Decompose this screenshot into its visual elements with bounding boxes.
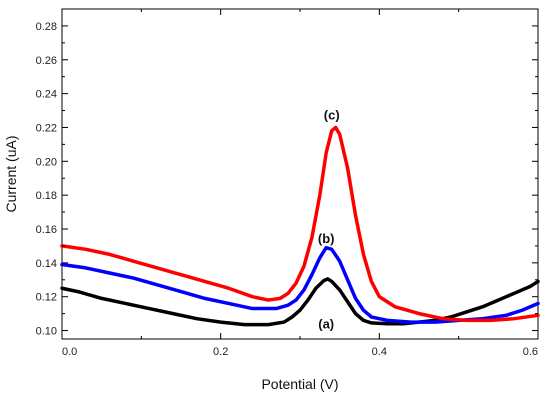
y-tick-label: 0.12 bbox=[36, 292, 57, 304]
x-tick-label: 0.6 bbox=[523, 346, 538, 358]
ticks-layer: 0.10 0.12 0.14 0.16 0.18 0.20 0.22 0.24 0.26 0.28… bbox=[36, 9, 539, 358]
y-tick-label: 0.28 bbox=[36, 21, 57, 33]
series-label: (a) bbox=[318, 317, 334, 332]
y-tick-label: 0.18 bbox=[36, 190, 57, 202]
x-tick-label: 0.4 bbox=[372, 346, 387, 358]
x-tick-label: 0.2 bbox=[213, 346, 228, 358]
y-tick-label: 0.14 bbox=[36, 258, 57, 270]
y-tick-label: 0.16 bbox=[36, 224, 57, 236]
y-tick-label: 0.24 bbox=[36, 89, 57, 101]
series-line bbox=[60, 125, 540, 323]
y-tick-label: 0.22 bbox=[36, 122, 57, 134]
x-tick-label: 0.0 bbox=[62, 346, 77, 358]
y-tick-label: 0.20 bbox=[36, 156, 57, 168]
series-line bbox=[60, 245, 540, 324]
y-tick-label: 0.10 bbox=[36, 326, 57, 338]
series-layer: (a) (b) (c) bbox=[60, 108, 540, 332]
series-label: (b) bbox=[318, 231, 335, 246]
plot-frame bbox=[61, 8, 539, 340]
y-tick-label: 0.26 bbox=[36, 55, 57, 67]
x-axis-title: Potential (V) bbox=[261, 376, 338, 392]
series-line bbox=[60, 277, 540, 327]
series-label: (c) bbox=[324, 108, 340, 123]
y-axis-title: Current (uA) bbox=[3, 135, 19, 212]
